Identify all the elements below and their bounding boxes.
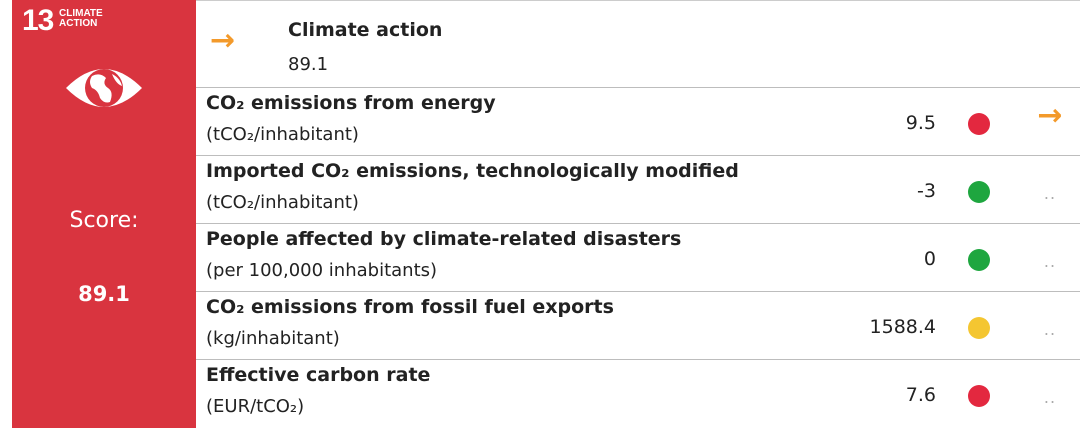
header-value: 89.1 bbox=[288, 54, 329, 75]
indicator-unit: (per 100,000 inhabitants) bbox=[206, 260, 438, 281]
score-label: Score: bbox=[69, 208, 139, 233]
status-dot bbox=[968, 385, 990, 407]
goal-name: CLIMATE ACTION bbox=[59, 8, 103, 29]
status-dot bbox=[968, 249, 990, 271]
indicator-row: CO₂ emissions from energy (tCO₂/inhabitan… bbox=[196, 87, 1080, 155]
status-dot bbox=[968, 317, 990, 339]
indicator-row: People affected by climate-related disas… bbox=[196, 223, 1080, 291]
status-dot bbox=[968, 181, 990, 203]
indicator-value: 1588.4 bbox=[869, 316, 936, 338]
header-row: → Climate action 89.1 bbox=[196, 1, 1080, 87]
trend: .. bbox=[1043, 320, 1057, 339]
indicator-row: CO₂ emissions from fossil fuel exports (k… bbox=[196, 291, 1080, 359]
status-dot bbox=[968, 113, 990, 135]
goal-number: 13 bbox=[22, 4, 54, 37]
indicator-value: 9.5 bbox=[905, 112, 936, 134]
indicator-unit: (tCO₂/inhabitant) bbox=[206, 192, 359, 213]
indicator-unit: (EUR/tCO₂) bbox=[206, 396, 305, 417]
indicator-unit: (tCO₂/inhabitant) bbox=[206, 124, 359, 145]
trend: .. bbox=[1043, 184, 1057, 203]
score: 89.1 bbox=[78, 282, 130, 306]
indicator-value: 7.6 bbox=[905, 384, 936, 406]
indicator-value: -3 bbox=[917, 180, 936, 202]
indicator-table: → Climate action 89.1 CO₂ emissions from… bbox=[196, 0, 1080, 428]
goal-panel: 13 CLIMATE ACTION Score: 89.1 bbox=[12, 0, 196, 428]
trend: → bbox=[1037, 98, 1063, 133]
trend: .. bbox=[1043, 252, 1057, 271]
header-title: Climate action bbox=[288, 19, 443, 41]
goal-icon bbox=[66, 69, 142, 107]
indicator-row: Imported CO₂ emissions, technologically … bbox=[196, 155, 1080, 223]
indicator-name: People affected by climate-related disas… bbox=[206, 228, 682, 250]
indicator-name: Imported CO₂ emissions, technologically … bbox=[206, 160, 739, 182]
indicator-unit: (kg/inhabitant) bbox=[206, 328, 340, 349]
header-trend: → bbox=[210, 23, 236, 58]
indicator-name: Effective carbon rate bbox=[206, 364, 431, 386]
indicator-row: Effective carbon rate (EUR/tCO₂) 7.6.. bbox=[196, 359, 1080, 429]
trend: .. bbox=[1043, 388, 1057, 407]
indicator-name: CO₂ emissions from fossil fuel exports bbox=[206, 296, 614, 318]
indicator-name: CO₂ emissions from energy bbox=[206, 92, 496, 114]
indicator-value: 0 bbox=[923, 248, 936, 270]
